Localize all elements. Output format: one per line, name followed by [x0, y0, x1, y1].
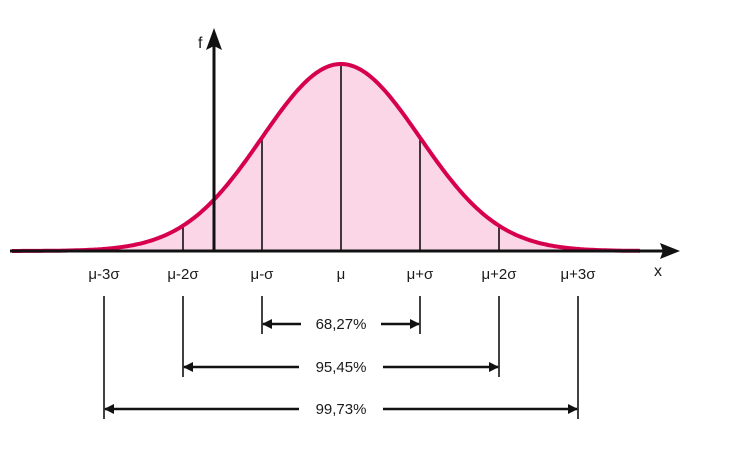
tick-label-mu-plus-3sigma: μ+3σ	[560, 266, 596, 283]
sigma-guide-lines	[182, 65, 500, 251]
sigma-tick-labels: μ-3σ μ-2σ μ-σ μ μ+σ μ+2σ μ+3σ	[88, 266, 596, 283]
interval-1-sigma-label: 68,27%	[316, 316, 367, 333]
tick-label-mu-plus-sigma: μ+σ	[407, 266, 434, 283]
x-axis-arrowhead	[660, 243, 680, 259]
tick-label-mu-plus-2sigma: μ+2σ	[481, 266, 517, 283]
interval-1-sigma: 68,27%	[262, 316, 420, 333]
curve-area-fill	[12, 64, 640, 251]
x-axis-label: x	[654, 263, 662, 280]
f-axis-arrowhead	[206, 28, 222, 50]
coverage-intervals: 68,27% 95,45% 99,73%	[104, 316, 578, 418]
f-axis-label: f	[198, 35, 203, 52]
tick-label-mu-minus-3sigma: μ-3σ	[88, 266, 120, 283]
interval-2-sigma: 95,45%	[183, 359, 499, 376]
bell-curve	[12, 62, 641, 253]
tick-label-mu: μ	[337, 266, 346, 283]
interval-2-sigma-label: 95,45%	[316, 359, 367, 376]
interval-3-sigma-label: 99,73%	[316, 401, 367, 418]
interval-3-sigma: 99,73%	[104, 401, 578, 418]
tick-label-mu-minus-sigma: μ-σ	[251, 266, 275, 283]
tick-label-mu-minus-2sigma: μ-2σ	[167, 266, 199, 283]
